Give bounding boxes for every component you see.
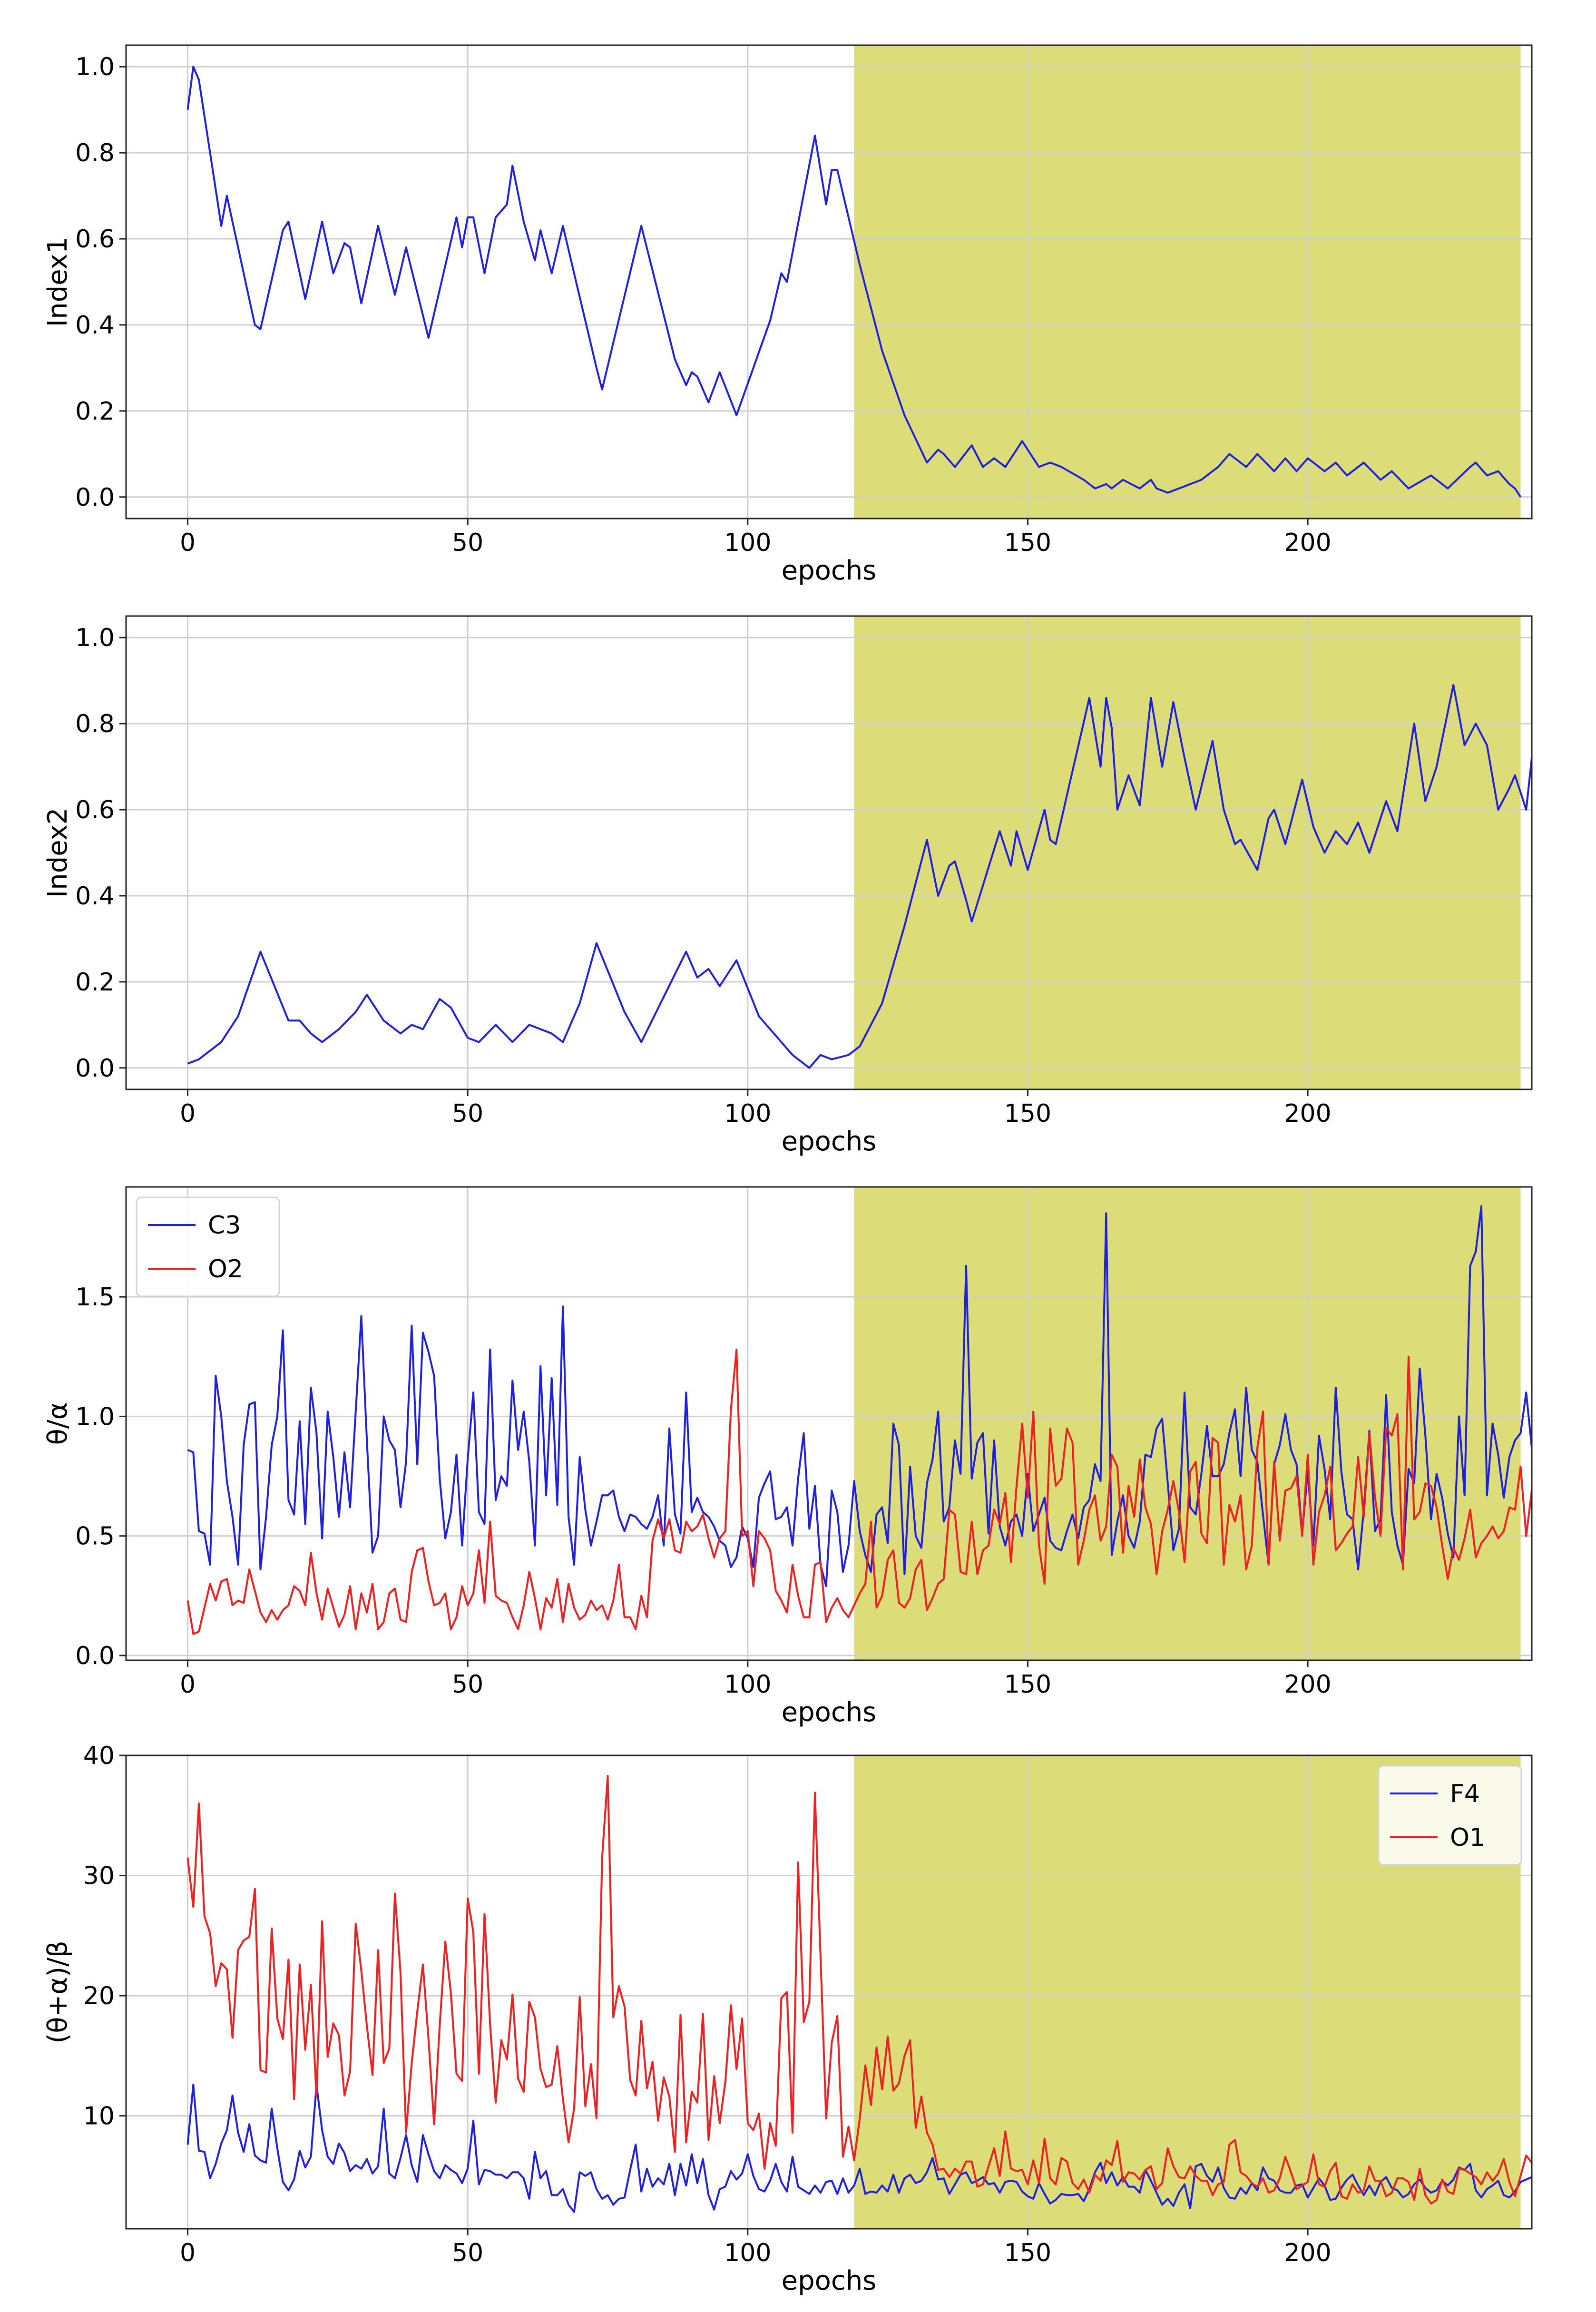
y-axis-label: Index2 [42,808,73,898]
series-line-f4 [186,2084,1532,2213]
y-axis-label: θ/α [42,1402,73,1445]
x-tick-label: 0 [180,2239,196,2267]
y-tick-label: 0.0 [75,1054,115,1083]
x-tick-label: 150 [1004,1099,1051,1128]
panel-2: 0 50 100 150 200 0.0 0.2 0.4 0.6 0.8 1.0 epochs Inde… [42,615,1533,1157]
x-tick-label: 50 [452,2239,483,2267]
y-tick-label: 0.6 [75,225,115,254]
x-tick-label: 150 [1004,529,1051,557]
x-tick-label: 50 [452,1099,483,1128]
y-axis-label: Index1 [42,237,73,327]
y-tick-label: 0.0 [75,483,115,512]
x-tick-label: 50 [452,529,483,557]
x-tick-label: 200 [1284,2239,1331,2267]
legend: C3 O2 [136,1196,280,1297]
legend-label-f4: F4 [1450,1780,1480,1808]
y-tick-label: 1.0 [75,624,115,652]
y-tick-label: 0.5 [75,1522,115,1551]
x-tick-label: 200 [1284,1670,1331,1699]
y-tick-label: 10 [83,2102,115,2131]
y-tick-label: 1.0 [75,53,115,81]
x-axis-label: epochs [782,1697,877,1728]
x-tick-label: 200 [1284,529,1331,557]
legend-label-o1: O1 [1450,1823,1485,1852]
axes-frame [125,615,1533,1090]
legend-box [1378,1765,1522,1866]
y-tick-label: 1.5 [75,1283,115,1312]
panel-1: 0 50 100 150 200 0.0 0.2 0.4 0.6 0.8 1.0 epochs Inde… [42,44,1533,586]
y-axis-label: (θ+α)/β [42,1940,73,2043]
legend-box [136,1196,280,1297]
x-tick-label: 150 [1004,2239,1051,2267]
x-tick-label: 0 [180,529,196,557]
y-tick-label: 0.8 [75,139,115,167]
x-tick-label: 50 [452,1670,483,1699]
series-line-o2 [186,1348,1532,1635]
x-tick-label: 100 [724,1670,771,1699]
x-tick-label: 0 [180,1099,196,1128]
x-tick-label: 100 [724,1099,771,1128]
x-tick-label: 150 [1004,1670,1051,1699]
axes-frame [125,1186,1533,1661]
x-axis-label: epochs [782,1126,877,1157]
y-tick-label: 1.0 [75,1402,115,1431]
x-axis-label: epochs [782,555,877,586]
x-tick-label: 100 [724,2239,771,2267]
legend-label-c3: C3 [208,1211,241,1240]
x-tick-label: 200 [1284,1099,1331,1128]
shaded-region [854,45,1521,519]
axes-frame [125,44,1533,519]
y-tick-label: 0.4 [75,882,115,911]
y-tick-label: 40 [83,1742,115,1770]
panel-4: 0 50 100 150 200 10 20 30 40 epochs (θ+α)/β F4 O1 [42,1742,1533,2296]
y-tick-label: 20 [83,1982,115,2010]
shaded-region [854,616,1521,1089]
series-line-index1 [186,66,1522,498]
panel-3: 0 50 100 150 200 0.0 0.5 1.0 1.5 epochs θ/α C3 O2 [42,1186,1533,1728]
y-tick-label: 30 [83,1862,115,1891]
y-tick-label: 0.2 [75,968,115,997]
y-tick-label: 0.6 [75,796,115,824]
legend: F4 O1 [1378,1765,1522,1866]
x-tick-label: 100 [724,529,771,557]
y-tick-label: 0.8 [75,710,115,738]
x-axis-label: epochs [782,2265,877,2296]
series-line-index2 [187,684,1532,1069]
axes-frame [125,1754,1533,2230]
x-tick-label: 0 [180,1670,196,1699]
legend-label-o2: O2 [208,1255,243,1283]
y-tick-label: 0.4 [75,311,115,340]
series-line-o1 [186,1774,1532,2204]
shaded-region [854,1187,1521,1660]
y-tick-label: 0.0 [75,1642,115,1670]
y-tick-label: 0.2 [75,397,115,426]
